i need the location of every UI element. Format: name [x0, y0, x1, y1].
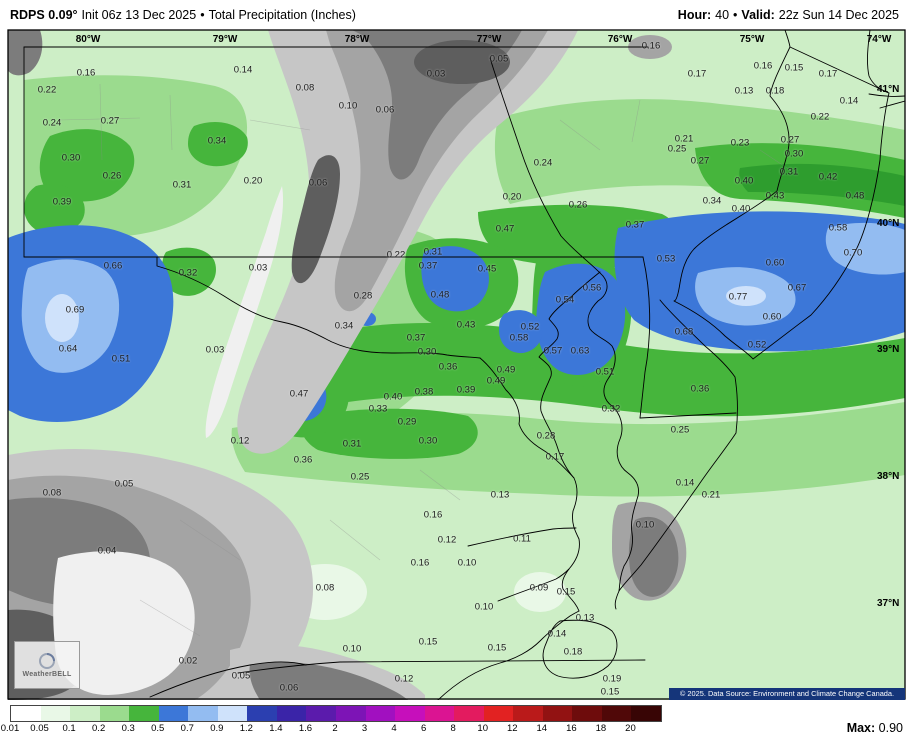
colorbar-segment: [247, 706, 277, 721]
colorbar-tick-label: 18: [595, 723, 607, 734]
colorbar-tick-label: 0.01: [0, 723, 20, 734]
valid-time: Hour: 40 • Valid: 22z Sun 14 Dec 2025: [678, 8, 903, 22]
colorbar-segment: [306, 706, 337, 721]
colorbar-tick-label: 20: [625, 723, 636, 734]
colorbar-tick-label: 4: [391, 723, 397, 734]
colorbar-tick-label: 6: [420, 723, 427, 734]
map-frame: [7, 29, 906, 700]
colorbar-tick-label: 2: [332, 723, 338, 734]
colorbar-tick-label: 1.2: [239, 723, 253, 734]
max-number: 0.90: [878, 721, 903, 735]
colorbar-tick-label: 1.4: [269, 723, 283, 734]
colorbar-tick-label: 3: [361, 723, 368, 734]
colorbar-segment: [365, 706, 396, 721]
colorbar-segment: [542, 706, 573, 721]
colorbar-segment: [395, 706, 425, 721]
map-title: RDPS 0.09° Init 06z 13 Dec 2025 • Total Pre…: [10, 8, 360, 22]
colorbar-segment: [631, 706, 662, 721]
separator-dot: •: [200, 8, 205, 22]
colorbar-segment: [99, 706, 130, 721]
colorbar-segment: [40, 706, 71, 721]
header-bar: RDPS 0.09° Init 06z 13 Dec 2025 • Total Pre…: [0, 0, 913, 30]
colorbar-segment: [483, 706, 514, 721]
colorbar-segment: [513, 706, 543, 721]
colorbar-tick-label: 0.9: [210, 723, 224, 734]
colorbar-segment: [217, 706, 248, 721]
colorbar-tick-label: 16: [566, 723, 577, 734]
colorbar-tick-label: 10: [477, 723, 489, 734]
colorbar-segment: [129, 706, 159, 721]
colorbar-segment: [601, 706, 632, 721]
init-text: Init 06z 13 Dec 2025: [81, 8, 197, 22]
weatherbell-logo: WeatherBELL: [14, 641, 80, 689]
colorbar-segment: [424, 706, 455, 721]
colorbar-tick-label: 0.05: [30, 723, 49, 734]
colorbar-tick-label: 0.3: [121, 723, 135, 734]
county-lines: [59, 83, 791, 637]
colorbar-tick-label: 8: [450, 723, 456, 734]
colorbar-tick-label: 1.6: [298, 723, 313, 734]
hour-value: 40: [715, 8, 730, 22]
colorbar-segment: [454, 706, 484, 721]
max-label: Max:: [846, 721, 876, 735]
colorbar-segment: [336, 706, 366, 721]
colorbar-tick-label: 0.2: [92, 723, 106, 734]
weatherbell-logo-text: WeatherBELL: [22, 670, 72, 678]
max-value: Max: 0.90: [847, 721, 903, 735]
colorbar-tick-label: 0.7: [180, 723, 194, 734]
colorbar-tick-label: 0.5: [151, 723, 165, 734]
model-name: RDPS 0.09°: [10, 8, 78, 22]
colorbar-segment: [276, 706, 307, 721]
colorbar-segment: [188, 706, 218, 721]
valid-value: 22z Sun 14 Dec 2025: [778, 8, 899, 22]
weatherbell-swirl-icon: [39, 652, 55, 669]
colorbar-tick-label: 12: [506, 723, 518, 734]
separator-dot: •: [733, 8, 738, 22]
colorbar-tick-label: 0.1: [62, 723, 76, 734]
colorbar-ticks: 0.01 0.05 0.1 0.2 0.3 0.5 0.7 0.9 1.2 1.4 1.6 2 3 4 6 8…: [1, 723, 670, 737]
state-borders: [23, 30, 905, 700]
colorbar-swatches: [10, 705, 662, 722]
valid-label: Valid:: [741, 8, 775, 22]
copyright-strip: © 2025. Data Source: Environment and Cli…: [669, 688, 905, 700]
colorbar-segment: [70, 706, 100, 721]
colorbar: 0.01 0.05 0.1 0.2 0.3 0.5 0.7 0.9 1.2 1.4 1.6 2 3 4 6 8…: [0, 700, 913, 750]
colorbar-segment: [158, 706, 189, 721]
colorbar-segment: [572, 706, 602, 721]
hour-label: Hour:: [677, 8, 712, 22]
colorbar-segment: [11, 706, 41, 721]
colorbar-tick-label: 14: [536, 723, 548, 734]
product-name: Total Precipitation (Inches): [208, 8, 356, 22]
